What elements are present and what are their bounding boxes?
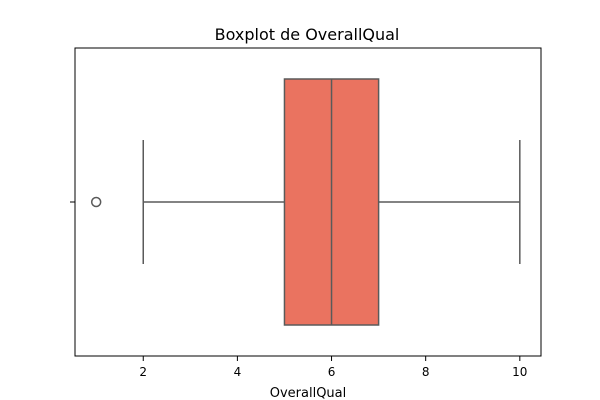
x-tick-label: 10 <box>512 365 527 379</box>
boxplot-group <box>90 78 521 326</box>
x-tick-label: 4 <box>234 365 242 379</box>
x-tick-label: 8 <box>422 365 430 379</box>
outlier-point <box>90 196 102 208</box>
chart-title: Boxplot de OverallQual <box>215 25 400 44</box>
x-tick-label: 2 <box>139 365 147 379</box>
x-axis-label: OverallQual <box>270 386 347 400</box>
x-tick-label: 6 <box>328 365 336 379</box>
outlier-points <box>90 196 102 208</box>
x-axis-ticks: 2 4 6 8 10 <box>139 356 527 379</box>
